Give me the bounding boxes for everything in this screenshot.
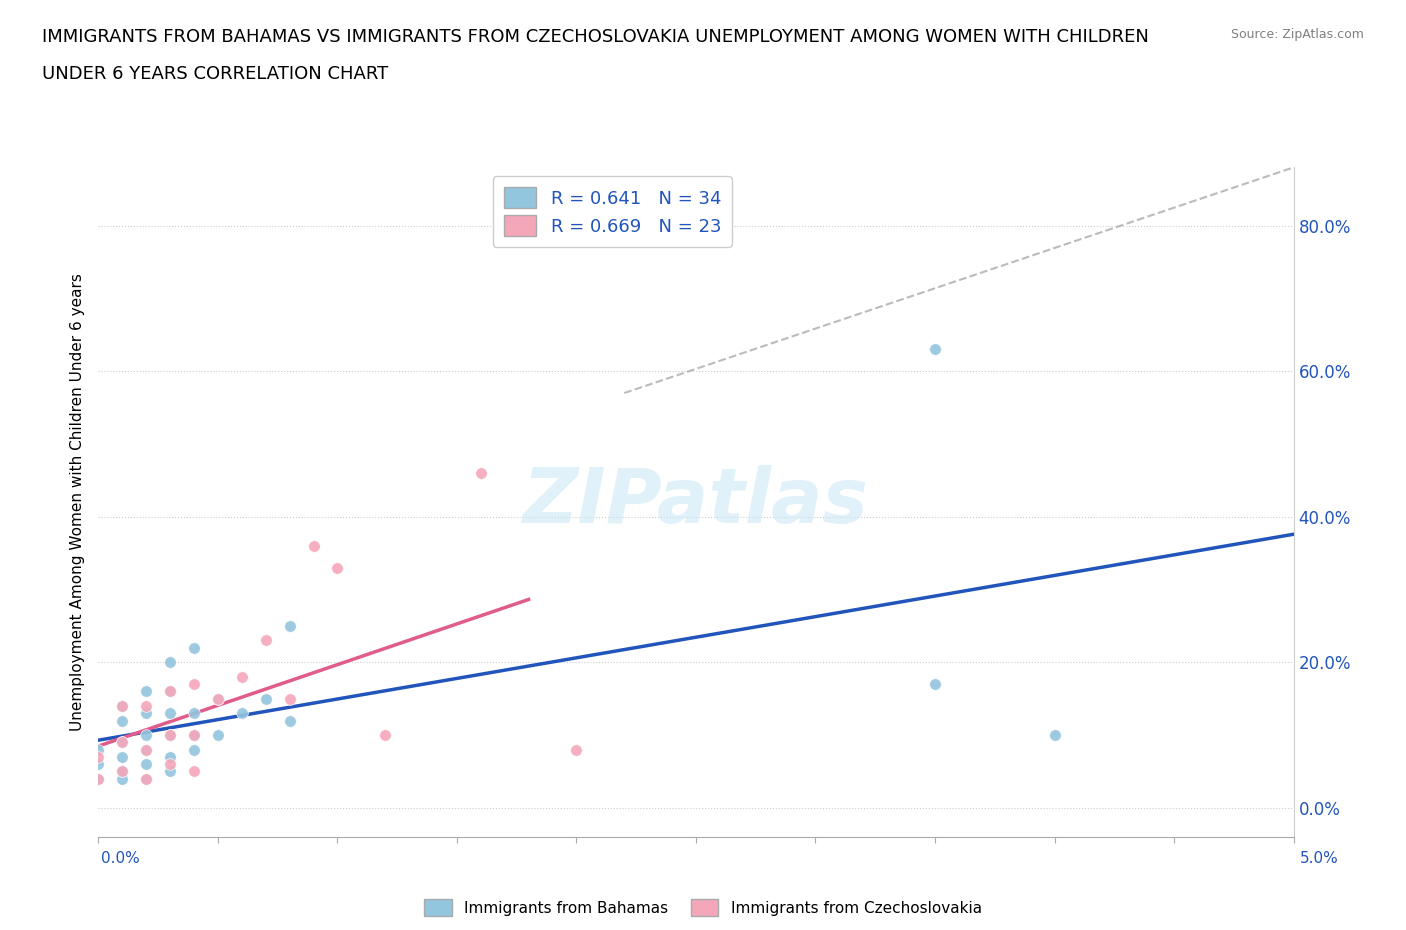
Point	[207, 691, 229, 706]
Point	[159, 757, 181, 772]
Point	[207, 691, 229, 706]
Text: 0.0%: 0.0%	[101, 851, 141, 866]
Point	[135, 742, 157, 757]
Point	[183, 742, 205, 757]
Point	[159, 727, 181, 742]
Legend: Immigrants from Bahamas, Immigrants from Czechoslovakia: Immigrants from Bahamas, Immigrants from…	[418, 893, 988, 923]
Point	[231, 670, 253, 684]
Point	[207, 727, 229, 742]
Point	[87, 750, 110, 764]
Point	[135, 771, 157, 786]
Point	[278, 691, 301, 706]
Point	[159, 706, 181, 721]
Point	[326, 560, 349, 575]
Point	[111, 698, 134, 713]
Point	[111, 698, 134, 713]
Point	[278, 713, 301, 728]
Point	[87, 742, 110, 757]
Point	[1043, 727, 1066, 742]
Point	[159, 684, 181, 698]
Legend: R = 0.641   N = 34, R = 0.669   N = 23: R = 0.641 N = 34, R = 0.669 N = 23	[492, 177, 733, 247]
Point	[183, 727, 205, 742]
Text: Source: ZipAtlas.com: Source: ZipAtlas.com	[1230, 28, 1364, 41]
Point	[135, 742, 157, 757]
Point	[135, 698, 157, 713]
Point	[111, 735, 134, 750]
Point	[87, 757, 110, 772]
Point	[470, 466, 492, 481]
Point	[374, 727, 396, 742]
Point	[87, 771, 110, 786]
Point	[183, 706, 205, 721]
Point	[159, 655, 181, 670]
Point	[565, 742, 588, 757]
Point	[111, 750, 134, 764]
Y-axis label: Unemployment Among Women with Children Under 6 years: Unemployment Among Women with Children U…	[69, 273, 84, 731]
Point	[159, 750, 181, 764]
Text: ZIPatlas: ZIPatlas	[523, 465, 869, 539]
Point	[183, 677, 205, 692]
Point	[135, 706, 157, 721]
Point	[278, 618, 301, 633]
Text: 5.0%: 5.0%	[1299, 851, 1339, 866]
Point	[111, 771, 134, 786]
Point	[159, 764, 181, 779]
Point	[111, 764, 134, 779]
Point	[159, 727, 181, 742]
Point	[924, 677, 946, 692]
Point	[183, 764, 205, 779]
Point	[254, 691, 277, 706]
Point	[924, 342, 946, 357]
Point	[135, 757, 157, 772]
Point	[111, 735, 134, 750]
Point	[159, 684, 181, 698]
Text: IMMIGRANTS FROM BAHAMAS VS IMMIGRANTS FROM CZECHOSLOVAKIA UNEMPLOYMENT AMONG WOM: IMMIGRANTS FROM BAHAMAS VS IMMIGRANTS FR…	[42, 28, 1149, 46]
Point	[135, 727, 157, 742]
Point	[254, 633, 277, 648]
Point	[135, 771, 157, 786]
Point	[111, 764, 134, 779]
Point	[231, 706, 253, 721]
Text: UNDER 6 YEARS CORRELATION CHART: UNDER 6 YEARS CORRELATION CHART	[42, 65, 388, 83]
Point	[87, 771, 110, 786]
Point	[183, 727, 205, 742]
Point	[111, 713, 134, 728]
Point	[135, 684, 157, 698]
Point	[183, 641, 205, 656]
Point	[302, 538, 325, 553]
